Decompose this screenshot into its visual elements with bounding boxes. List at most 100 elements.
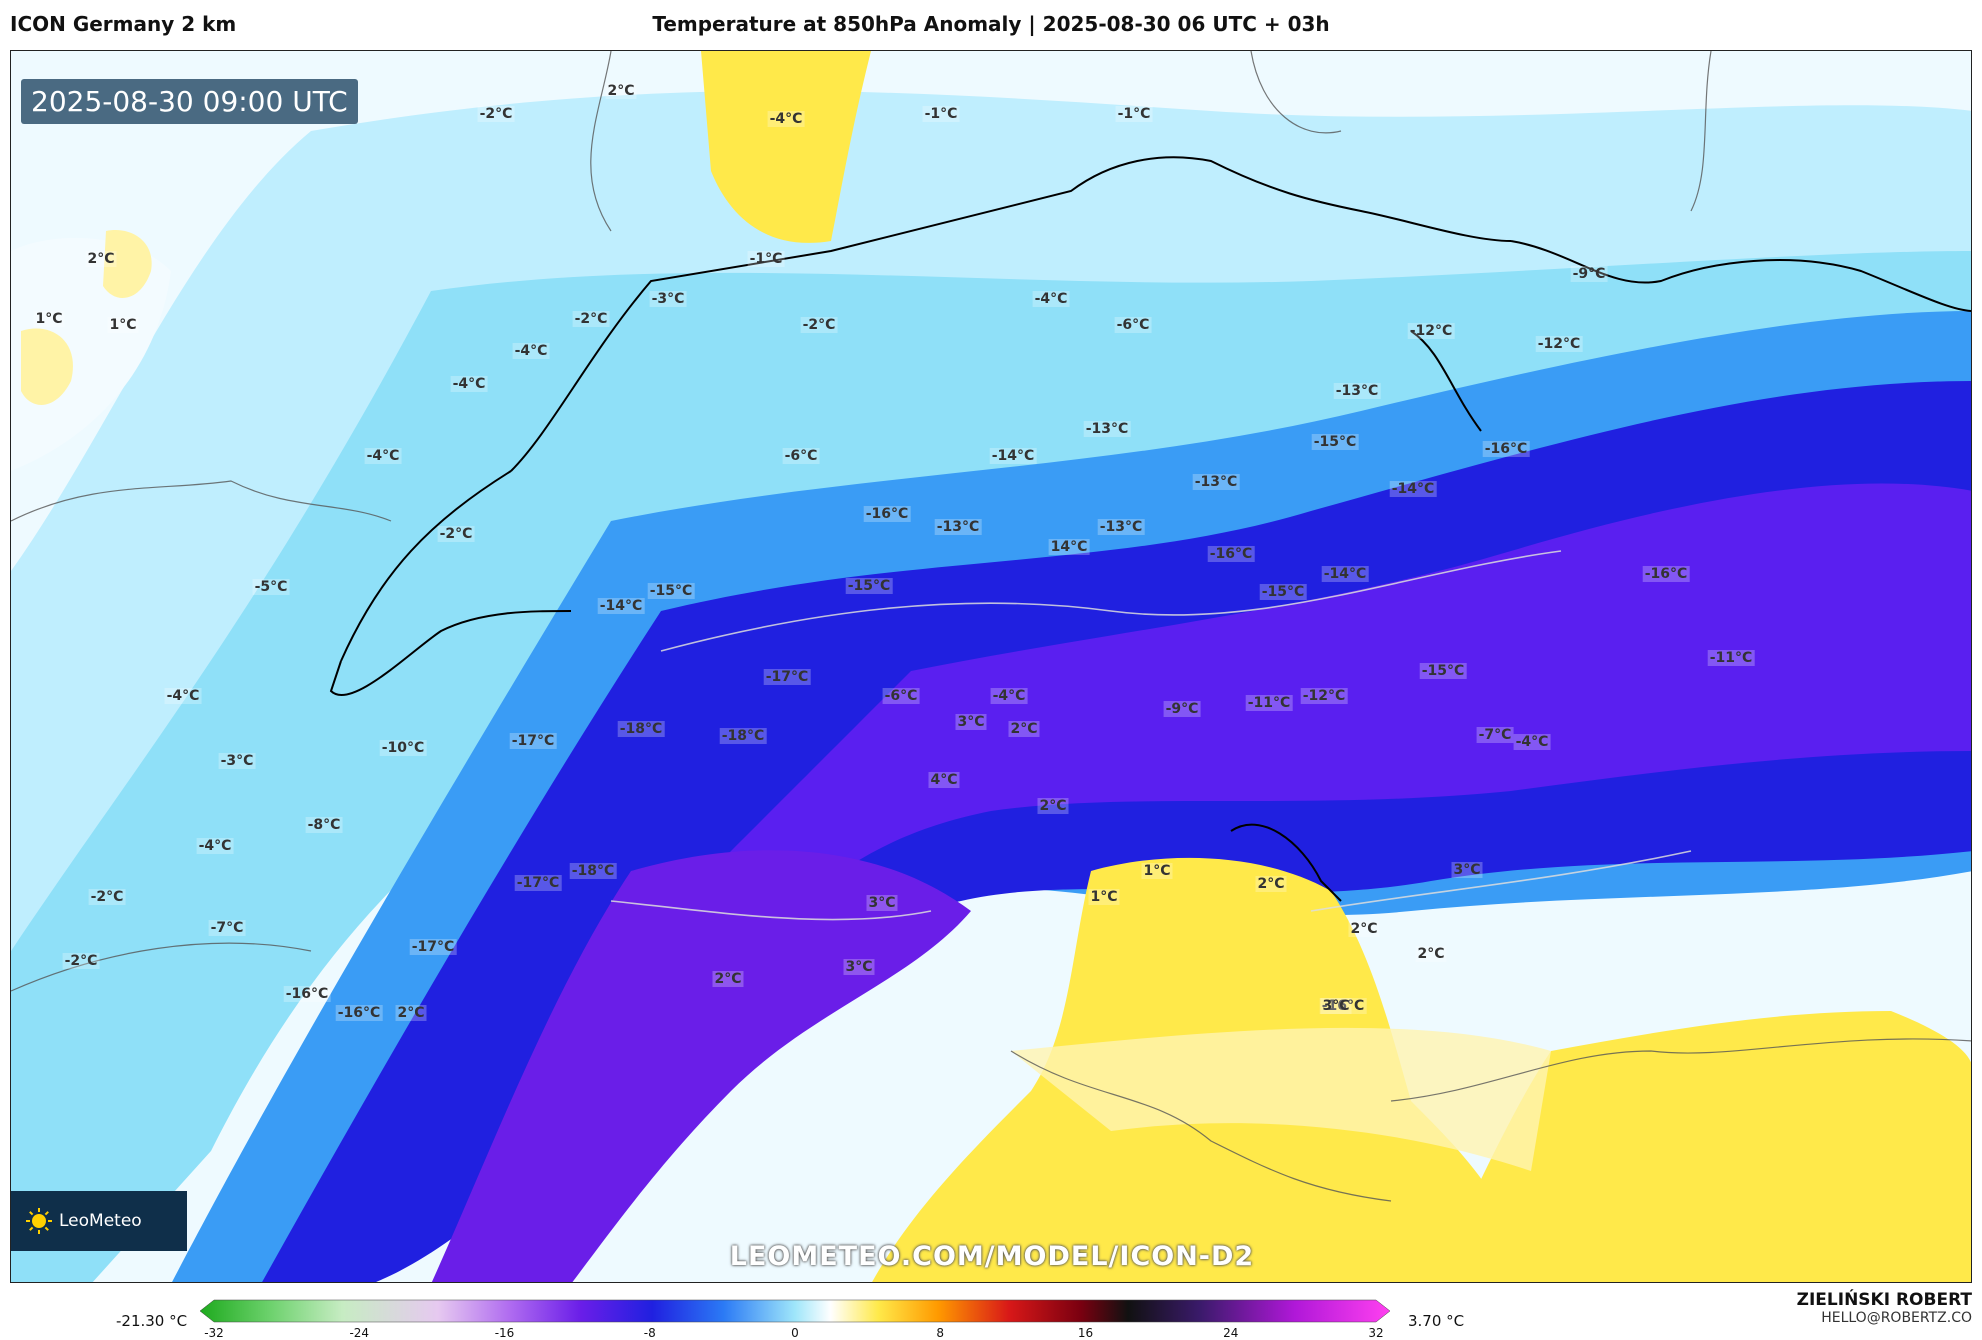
temperature-label: -7°C	[208, 920, 246, 936]
colorbar-max-label: 3.70 °C	[1408, 1312, 1465, 1330]
temperature-label: -16°C	[335, 1005, 383, 1021]
colorbar-tick-label: 0	[791, 1326, 799, 1340]
temperature-label: -4°C	[990, 688, 1028, 704]
map-shading	[11, 51, 1971, 1282]
temperature-label: -13°C	[934, 519, 982, 535]
temperature-label: -10°C	[379, 740, 427, 756]
temperature-label: -4°C	[196, 838, 234, 854]
colorbar: -21.30 °C	[0, 1290, 1982, 1340]
temperature-label: -18°C	[719, 728, 767, 744]
temperature-label: -13°C	[1333, 383, 1381, 399]
temperature-label: -4°C	[164, 688, 202, 704]
temperature-label: -16°C	[863, 506, 911, 522]
temperature-label: -2°C	[477, 106, 515, 122]
author-email[interactable]: HELLO@ROBERTZ.CO	[1821, 1310, 1972, 1326]
temperature-label: 2°C	[1008, 721, 1040, 737]
temperature-label: 1°C	[1088, 889, 1120, 905]
temperature-label: -14°C	[1321, 566, 1369, 582]
temperature-label: -7°C	[1476, 727, 1514, 743]
temperature-label: 3°C	[955, 714, 987, 730]
temperature-label: -14°C	[597, 598, 645, 614]
temperature-label: 2°C	[1415, 946, 1447, 962]
map-title: Temperature at 850hPa Anomaly | 2025-08-…	[652, 12, 1330, 36]
temperature-label: -6°C	[882, 688, 920, 704]
temperature-label: -3°C	[218, 753, 256, 769]
temperature-label: -9°C	[1163, 701, 1201, 717]
temperature-label: -9°C	[1570, 266, 1608, 282]
temperature-label: 14°C	[1048, 539, 1090, 555]
colorbar-tick-label: -8	[643, 1326, 656, 1340]
colorbar-min-label: -21.30 °C	[116, 1312, 188, 1330]
header: ICON Germany 2 km Temperature at 850hPa …	[0, 0, 1982, 50]
temperature-label: -2°C	[572, 311, 610, 327]
temperature-label: 2°C	[1348, 921, 1380, 937]
temperature-label: -12°C	[1300, 688, 1348, 704]
temperature-label: 2°C	[712, 971, 744, 987]
temperature-label: -16°C	[1482, 441, 1530, 457]
colorbar-tick-label: 8	[936, 1326, 945, 1340]
temperature-label: -17°C	[509, 733, 557, 749]
temperature-label: -4°C	[450, 376, 488, 392]
temperature-label: -2°C	[88, 889, 126, 905]
temperature-label: -1°C	[1115, 106, 1153, 122]
temperature-label: -6°C	[782, 448, 820, 464]
temperature-label: -16°C	[283, 986, 331, 1002]
temperature-label: -16°C	[1642, 566, 1690, 582]
colorbar-tick-label: 16	[1077, 1326, 1094, 1340]
sun-icon	[26, 1208, 52, 1234]
temperature-label: -15°C	[845, 578, 893, 594]
temperature-label: -17°C	[409, 939, 457, 955]
temperature-label: -13°C	[1192, 474, 1240, 490]
temperature-label: -18°C	[617, 721, 665, 737]
temperature-label: -15°C	[1419, 663, 1467, 679]
colorbar-gradient	[200, 1299, 1390, 1323]
weather-map[interactable]: 2025-08-30 09:00 UTC 2°C -2°C -4°C -1°C -1°C…	[10, 50, 1972, 1283]
temperature-label: 2°C	[605, 83, 637, 99]
leometeo-logo[interactable]: LeoMeteo	[11, 1191, 187, 1251]
valid-time-badge: 2025-08-30 09:00 UTC	[21, 79, 358, 124]
temperature-label: 2°C	[1037, 798, 1069, 814]
temperature-label: -4°C	[767, 111, 805, 127]
website-watermark: LEOMETEO.COM/MODEL/ICON-D2	[729, 1241, 1255, 1272]
temperature-label: -13°C	[1083, 421, 1131, 437]
temperature-label: -2°C	[437, 526, 475, 542]
temperature-label: 3°C	[866, 895, 898, 911]
temperature-label: -2°C	[62, 953, 100, 969]
temperature-label: -4°C	[512, 343, 550, 359]
temperature-label: -5°C	[252, 579, 290, 595]
temperature-label: -12°C	[1535, 336, 1583, 352]
colorbar-tick-label: 32	[1368, 1326, 1384, 1340]
temperature-label: -3°C	[649, 291, 687, 307]
temperature-label: -13°C	[1097, 519, 1145, 535]
author-name: ZIELIŃSKI ROBERT	[1796, 1290, 1972, 1310]
model-name: ICON Germany 2 km	[10, 12, 237, 36]
temperature-label: -16°C	[1207, 546, 1255, 562]
temperature-label: -18°C	[569, 863, 617, 879]
temperature-label: -15°C	[1311, 434, 1359, 450]
temperature-label: 1°C	[1141, 863, 1173, 879]
temperature-label: 2°C	[395, 1005, 427, 1021]
temperature-label: -6°C	[1114, 317, 1152, 333]
temperature-label: 3°C	[1451, 862, 1483, 878]
temperature-label: -15°C	[1259, 584, 1307, 600]
temperature-label: 1°C	[33, 311, 65, 327]
temperature-label: 1°C	[107, 317, 139, 333]
temperature-label: -4°C	[364, 448, 402, 464]
temperature-label: -17°C	[763, 669, 811, 685]
temperature-label: -16°C	[1319, 998, 1367, 1014]
temperature-label: -15°C	[647, 583, 695, 599]
temperature-label: 3°C	[843, 959, 875, 975]
temperature-label: -1°C	[747, 251, 785, 267]
colorbar-tick-label: -32	[204, 1326, 224, 1340]
colorbar-tick-label: -16	[494, 1326, 515, 1340]
temperature-label: 4°C	[928, 772, 960, 788]
temperature-label: -17°C	[514, 875, 562, 891]
temperature-label: -4°C	[1513, 734, 1551, 750]
temperature-label: 3°C	[1320, 998, 1352, 1014]
temperature-label: -14°C	[1389, 481, 1437, 497]
temperature-label: -14°C	[989, 448, 1037, 464]
temperature-label: 2°C	[1255, 876, 1287, 892]
logo-text: LeoMeteo	[59, 1211, 142, 1231]
temperature-label: -4°C	[1032, 291, 1070, 307]
colorbar-tick-label: 24	[1223, 1326, 1239, 1340]
